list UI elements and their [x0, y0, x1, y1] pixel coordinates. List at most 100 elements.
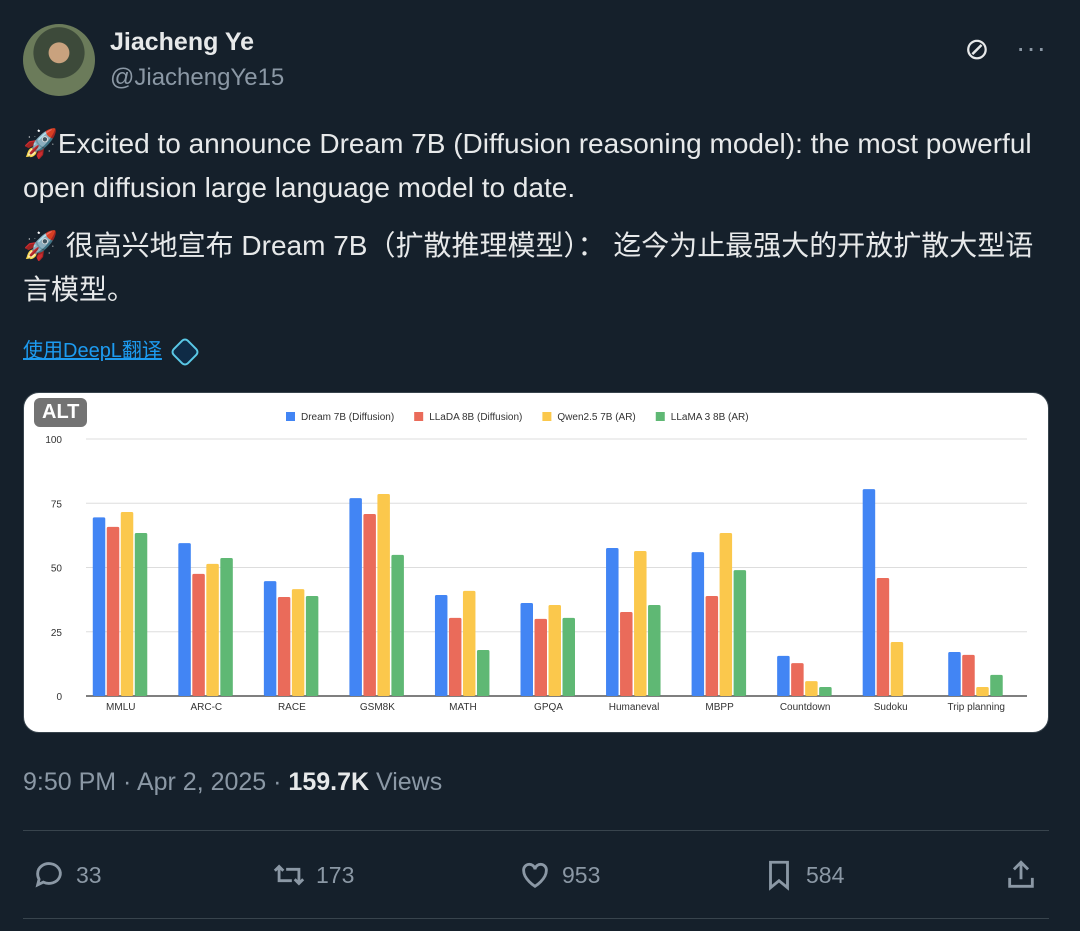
- bar: [890, 642, 904, 696]
- y-tick-label: 0: [56, 692, 62, 703]
- bar: [220, 557, 233, 696]
- legend-label: LLaMA 3 8B (AR): [671, 412, 749, 423]
- author-name[interactable]: Jiacheng Ye: [110, 28, 255, 56]
- bar: [777, 655, 790, 696]
- tweet-text-en: 🚀Excited to announce Dream 7B (Diffusion…: [23, 128, 1032, 203]
- bar: [476, 649, 490, 696]
- bar: [534, 618, 547, 696]
- views-count: 159.7K: [288, 768, 370, 796]
- bar: [791, 663, 804, 696]
- bar: [606, 547, 619, 696]
- y-tick-label: 100: [45, 435, 62, 446]
- bar: [962, 654, 975, 696]
- y-tick-label: 75: [51, 499, 63, 510]
- legend-label: Dream 7B (Diffusion): [301, 412, 394, 423]
- chart-image[interactable]: 0 25 50 75 100 MMLU ARC-C RACE GSM8K MATH GPQA Huma…: [23, 392, 1049, 733]
- bar: [462, 590, 476, 696]
- bar: [805, 681, 818, 696]
- bookmark-count: 584: [806, 861, 845, 888]
- x-tick-label: Humaneval: [609, 702, 660, 713]
- x-tick-label: MMLU: [106, 702, 135, 713]
- bar: [363, 514, 376, 696]
- bar: [434, 594, 448, 696]
- y-tick-label: 25: [51, 628, 63, 639]
- repost-count: 173: [316, 861, 355, 888]
- x-tick-label: ARC-C: [190, 702, 222, 713]
- bar: [106, 526, 120, 696]
- bar: [134, 533, 148, 696]
- grok-icon[interactable]: ⊘: [964, 33, 990, 66]
- legend-swatch: [286, 412, 295, 421]
- legend-swatch: [655, 412, 665, 421]
- bar: [206, 563, 219, 696]
- x-tick-label: RACE: [278, 702, 306, 713]
- bar: [263, 581, 277, 696]
- x-tick-label: Sudoku: [874, 702, 908, 713]
- bar: [733, 570, 747, 696]
- tweet-time[interactable]: 9:50 PM · Apr 2, 2025 ·: [23, 768, 289, 796]
- reply-icon: [35, 862, 62, 888]
- divider: [23, 918, 1049, 919]
- author-handle[interactable]: @JiachengYe15: [110, 64, 285, 91]
- heart-icon: [522, 862, 548, 889]
- bar: [876, 578, 890, 696]
- bar: [349, 498, 362, 696]
- share-button[interactable]: [1004, 858, 1038, 892]
- translate-link[interactable]: 使用DeepL翻译: [23, 334, 201, 368]
- avatar[interactable]: [23, 24, 95, 96]
- views-label: Views: [369, 768, 443, 796]
- bar: [377, 493, 390, 696]
- bar: [705, 596, 719, 696]
- share-icon: [1008, 860, 1034, 888]
- bar: [548, 605, 561, 696]
- bar: [719, 533, 733, 696]
- bar: [620, 611, 633, 696]
- bar: [448, 617, 462, 696]
- divider: [23, 830, 1049, 831]
- bar: [291, 589, 305, 696]
- legend-label: Qwen2.5 7B (AR): [557, 412, 635, 423]
- x-tick-label: Countdown: [780, 702, 831, 713]
- legend-swatch: [542, 412, 552, 421]
- repost-button[interactable]: 173: [272, 858, 354, 892]
- alt-badge[interactable]: ALT: [34, 398, 88, 427]
- deepl-icon: [169, 336, 201, 368]
- like-count: 953: [562, 861, 601, 888]
- bar: [391, 554, 404, 696]
- bar: [990, 674, 1003, 696]
- legend-label: LLaDA 8B (Diffusion): [429, 412, 522, 423]
- bar-chart: 0 25 50 75 100 MMLU ARC-C RACE GSM8K MATH GPQA Huma…: [45, 412, 1027, 713]
- bar: [192, 573, 205, 696]
- bar: [120, 511, 134, 696]
- tweet-text-zh: 🚀 很高兴地宣布 Dream 7B（扩散推理模型）： 迄今为止最强大的开放扩散大…: [23, 230, 1034, 305]
- bar: [634, 551, 647, 696]
- bar: [819, 687, 832, 696]
- bar: [862, 489, 876, 696]
- x-tick-label: Trip planning: [948, 702, 1005, 713]
- bar: [948, 652, 961, 696]
- bar: [277, 597, 291, 696]
- like-button[interactable]: 953: [518, 858, 600, 892]
- bar: [305, 596, 319, 696]
- bookmark-button[interactable]: 584: [762, 858, 844, 892]
- bookmark-icon: [769, 860, 789, 891]
- reply-count: 33: [76, 861, 102, 888]
- bar: [520, 602, 533, 696]
- x-tick-label: GSM8K: [360, 702, 395, 713]
- bar: [691, 552, 705, 696]
- repost-icon: [273, 864, 305, 886]
- x-tick-label: GPQA: [534, 702, 563, 713]
- bar: [178, 543, 191, 696]
- bar: [976, 687, 989, 696]
- bar: [562, 617, 575, 696]
- y-tick-label: 50: [51, 564, 63, 575]
- bar: [648, 605, 661, 696]
- x-tick-label: MBPP: [705, 702, 734, 713]
- x-tick-label: MATH: [449, 702, 477, 713]
- timestamp: 9:50 PM · Apr 2, 2025 · 159.7K Views: [23, 768, 442, 797]
- translate-label[interactable]: 使用DeepL翻译: [23, 340, 162, 362]
- reply-button[interactable]: 33: [32, 858, 102, 892]
- more-icon[interactable]: ···: [1016, 32, 1047, 63]
- bar: [92, 517, 106, 696]
- legend-swatch: [414, 412, 424, 421]
